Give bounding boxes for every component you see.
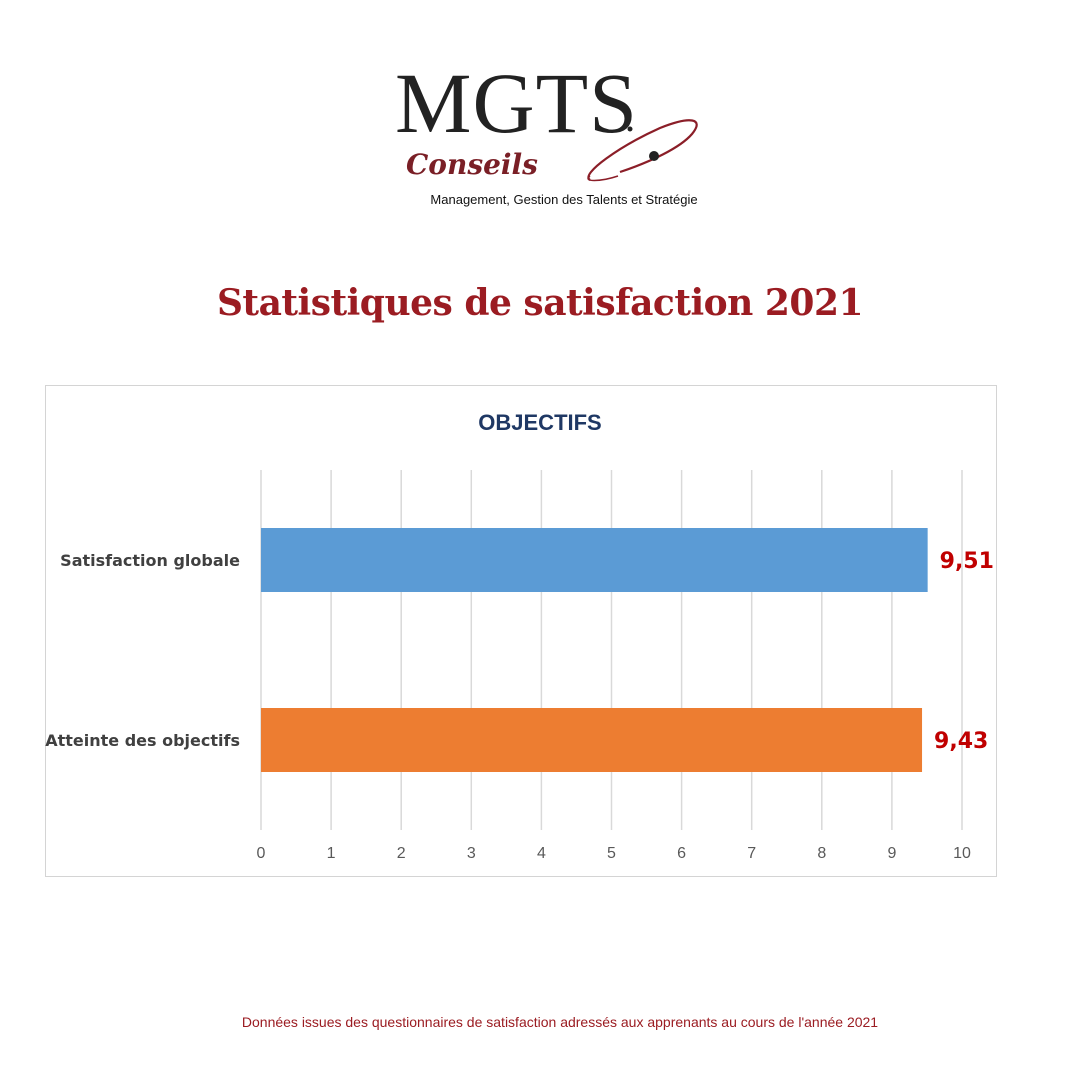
x-tick-label: 4 <box>537 845 546 862</box>
bar <box>261 528 928 592</box>
x-tick-label: 1 <box>327 845 336 862</box>
chart-title: OBJECTIFS <box>478 410 602 435</box>
logo-tagline: Management, Gestion des Talents et Strat… <box>430 192 698 207</box>
x-tick-label: 7 <box>747 845 756 862</box>
data-label: 9,43 <box>934 729 988 754</box>
x-tick-label: 6 <box>677 845 686 862</box>
x-tick-label: 3 <box>467 845 476 862</box>
data-label: 9,51 <box>940 549 994 574</box>
page-title: Statistiques de satisfaction 2021 <box>216 282 864 324</box>
x-tick-label: 10 <box>953 845 971 862</box>
logo-swoosh-icon <box>587 119 698 182</box>
bar <box>261 708 923 772</box>
chart-frame <box>45 385 997 877</box>
x-tick-label: 2 <box>397 845 406 862</box>
logo-subtitle: Conseils <box>406 148 538 181</box>
company-logo: MGTS Conseils Management, Gestion des Ta… <box>0 60 1080 220</box>
category-label: Atteinte des objectifs <box>45 731 240 750</box>
x-tick-label: 8 <box>817 845 826 862</box>
x-tick-label: 5 <box>607 845 616 862</box>
footer-note: Données issues des questionnaires de sat… <box>241 1014 879 1030</box>
x-tick-label: 9 <box>887 845 896 862</box>
x-tick-label: 0 <box>257 845 266 862</box>
category-label: Satisfaction globale <box>60 551 240 570</box>
logo-wordmark: MGTS <box>395 55 638 151</box>
